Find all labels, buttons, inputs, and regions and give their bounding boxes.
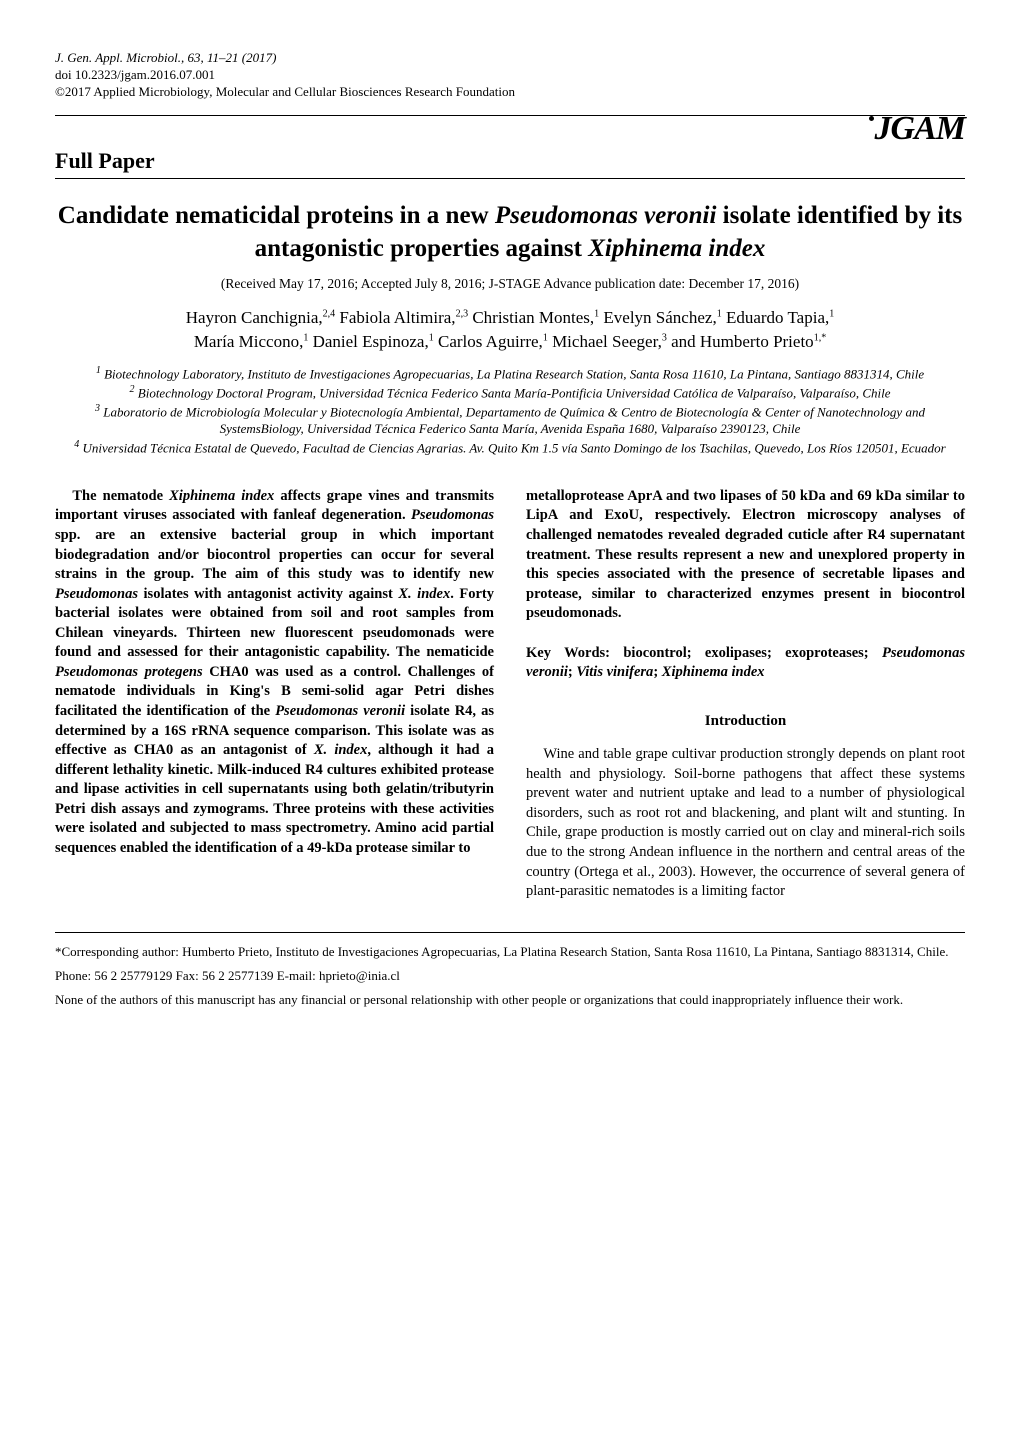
- kw-prefix: Key Words: biocontrol; exolipases; exopr…: [526, 645, 882, 661]
- affiliation-1: Biotechnology Laboratory, Instituto de I…: [101, 366, 924, 381]
- affiliation-2: Biotechnology Doctoral Program, Universi…: [135, 385, 891, 400]
- doi: doi 10.2323/jgam.2016.07.001: [55, 67, 965, 84]
- abs-t8: , although it had a different lethality …: [55, 742, 494, 856]
- abs-sp2: Pseudomonas: [411, 507, 494, 523]
- author-7: Daniel Espinoza,: [313, 332, 429, 351]
- article-title: Candidate nematicidal proteins in a new …: [55, 199, 965, 267]
- footer-divider: [55, 932, 965, 933]
- header-block: J. Gen. Appl. Microbiol., 63, 11–21 (201…: [55, 50, 965, 101]
- title-species-2: Xiphinema index: [588, 235, 765, 262]
- author-4: Evelyn Sánchez,: [603, 308, 716, 327]
- abstract-right: metalloprotease AprA and two lipases of …: [526, 487, 965, 624]
- kw-sp2: Vitis vinifera: [576, 664, 653, 680]
- author-5-aff: 1: [829, 309, 834, 320]
- dates: (Received May 17, 2016; Accepted July 8,…: [55, 276, 965, 292]
- introduction-heading: Introduction: [526, 711, 965, 731]
- abs-sp7: X. index: [314, 742, 368, 758]
- author-10-aff: 1,*: [814, 332, 827, 343]
- corresponding-author: *Corresponding author: Humberto Prieto, …: [55, 943, 965, 961]
- abs-sp1: Xiphinema index: [169, 488, 274, 504]
- author-1-aff: 2,4: [323, 309, 336, 320]
- title-text-1: Candidate nematicidal proteins in a new: [58, 202, 495, 229]
- affiliations: 1 Biotechnology Laboratory, Instituto de…: [55, 364, 965, 457]
- author-7-aff: 1: [429, 332, 434, 343]
- conflict-statement: None of the authors of this manuscript h…: [55, 991, 965, 1009]
- abs-sp6: Pseudomonas veronii: [275, 703, 405, 719]
- abs-sp4: X. index: [398, 586, 450, 602]
- right-column: metalloprotease AprA and two lipases of …: [526, 487, 965, 902]
- abs-t4: isolates with antagonist activity agains…: [138, 586, 398, 602]
- author-8-aff: 1: [543, 332, 548, 343]
- kw-sep2: ;: [653, 664, 661, 680]
- introduction-body: Wine and table grape cultivar production…: [526, 745, 965, 902]
- title-species-1: Pseudomonas veronii: [495, 202, 717, 229]
- footer: *Corresponding author: Humberto Prieto, …: [55, 943, 965, 1010]
- abs-t3: spp. are an extensive bacterial group in…: [55, 527, 494, 582]
- logo-text: JGAM: [875, 110, 965, 147]
- author-2: Fabiola Altimira,: [339, 308, 455, 327]
- author-4-aff: 1: [717, 309, 722, 320]
- journal-logo: JGAM: [869, 110, 965, 148]
- journal-citation: J. Gen. Appl. Microbiol., 63, 11–21 (201…: [55, 50, 965, 67]
- content-columns: The nematode Xiphinema index affects gra…: [55, 487, 965, 902]
- author-2-aff: 2,3: [456, 309, 469, 320]
- author-9: Michael Seeger,: [552, 332, 662, 351]
- author-6-aff: 1: [303, 332, 308, 343]
- keywords: Key Words: biocontrol; exolipases; exopr…: [526, 644, 965, 683]
- logo-row: JGAM: [55, 110, 965, 148]
- author-10: and Humberto Prieto: [671, 332, 814, 351]
- contact-info: Phone: 56 2 25779129 Fax: 56 2 2577139 E…: [55, 967, 965, 985]
- author-3-aff: 1: [594, 309, 599, 320]
- author-3: Christian Montes,: [472, 308, 594, 327]
- author-9-aff: 3: [662, 332, 667, 343]
- kw-sp3: Xiphinema index: [662, 664, 765, 680]
- author-8: Carlos Aguirre,: [438, 332, 543, 351]
- author-1: Hayron Canchignia,: [186, 308, 323, 327]
- section-label: Full Paper: [55, 148, 965, 174]
- authors: Hayron Canchignia,2,4 Fabiola Altimira,2…: [55, 306, 965, 354]
- abs-sp5: Pseudomonas protegens: [55, 664, 203, 680]
- abs-t1: The nematode: [72, 488, 169, 504]
- abs-sp3: Pseudomonas: [55, 586, 138, 602]
- logo-dot-icon: [869, 116, 874, 121]
- abstract-left: The nematode Xiphinema index affects gra…: [55, 487, 494, 859]
- affiliation-4: Universidad Técnica Estatal de Quevedo, …: [79, 440, 945, 455]
- author-5: Eduardo Tapia,: [726, 308, 829, 327]
- header-divider-mid: [55, 178, 965, 179]
- copyright: ©2017 Applied Microbiology, Molecular an…: [55, 84, 965, 101]
- author-6: María Miccono,: [194, 332, 304, 351]
- left-column: The nematode Xiphinema index affects gra…: [55, 487, 494, 902]
- affiliation-3: Laboratorio de Microbiología Molecular y…: [100, 404, 925, 437]
